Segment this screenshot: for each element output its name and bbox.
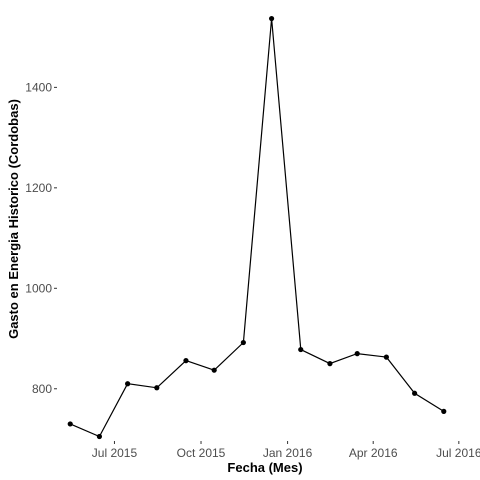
y-tick-label: 800 <box>32 382 52 396</box>
data-point <box>441 408 447 414</box>
data-point <box>183 358 189 364</box>
y-axis-title: Gasto en Energia Historico (Cordobas) <box>6 99 21 339</box>
y-tick-label: 1000 <box>25 281 52 295</box>
plot-area <box>67 15 447 440</box>
data-point <box>154 385 160 391</box>
y-axis: 800 1000 1200 1400 <box>25 80 57 396</box>
data-point <box>327 361 333 367</box>
y-tick-label: 1200 <box>25 181 52 195</box>
y-tick-label: 1400 <box>25 80 52 94</box>
x-tick-label: Apr 2016 <box>349 446 398 460</box>
data-point <box>268 15 275 22</box>
series-line <box>69 18 445 438</box>
data-point <box>240 339 246 346</box>
data-point <box>211 367 217 373</box>
data-point <box>298 346 304 353</box>
data-point <box>96 433 102 440</box>
data-point <box>125 381 131 387</box>
data-point <box>354 351 360 357</box>
x-tick-label: Jul 2015 <box>92 446 138 460</box>
x-tick-label: Oct 2015 <box>177 446 226 460</box>
data-point <box>67 421 73 427</box>
x-tick-label: Jul 2016 <box>436 446 480 460</box>
data-point <box>383 354 389 360</box>
x-tick-label: Jan 2016 <box>263 446 313 460</box>
x-axis: Jul 2015 Oct 2015 Jan 2016 Apr 2016 Jul 2016 <box>92 441 480 460</box>
data-point <box>412 390 418 396</box>
x-axis-title: Fecha (Mes) <box>227 460 302 475</box>
